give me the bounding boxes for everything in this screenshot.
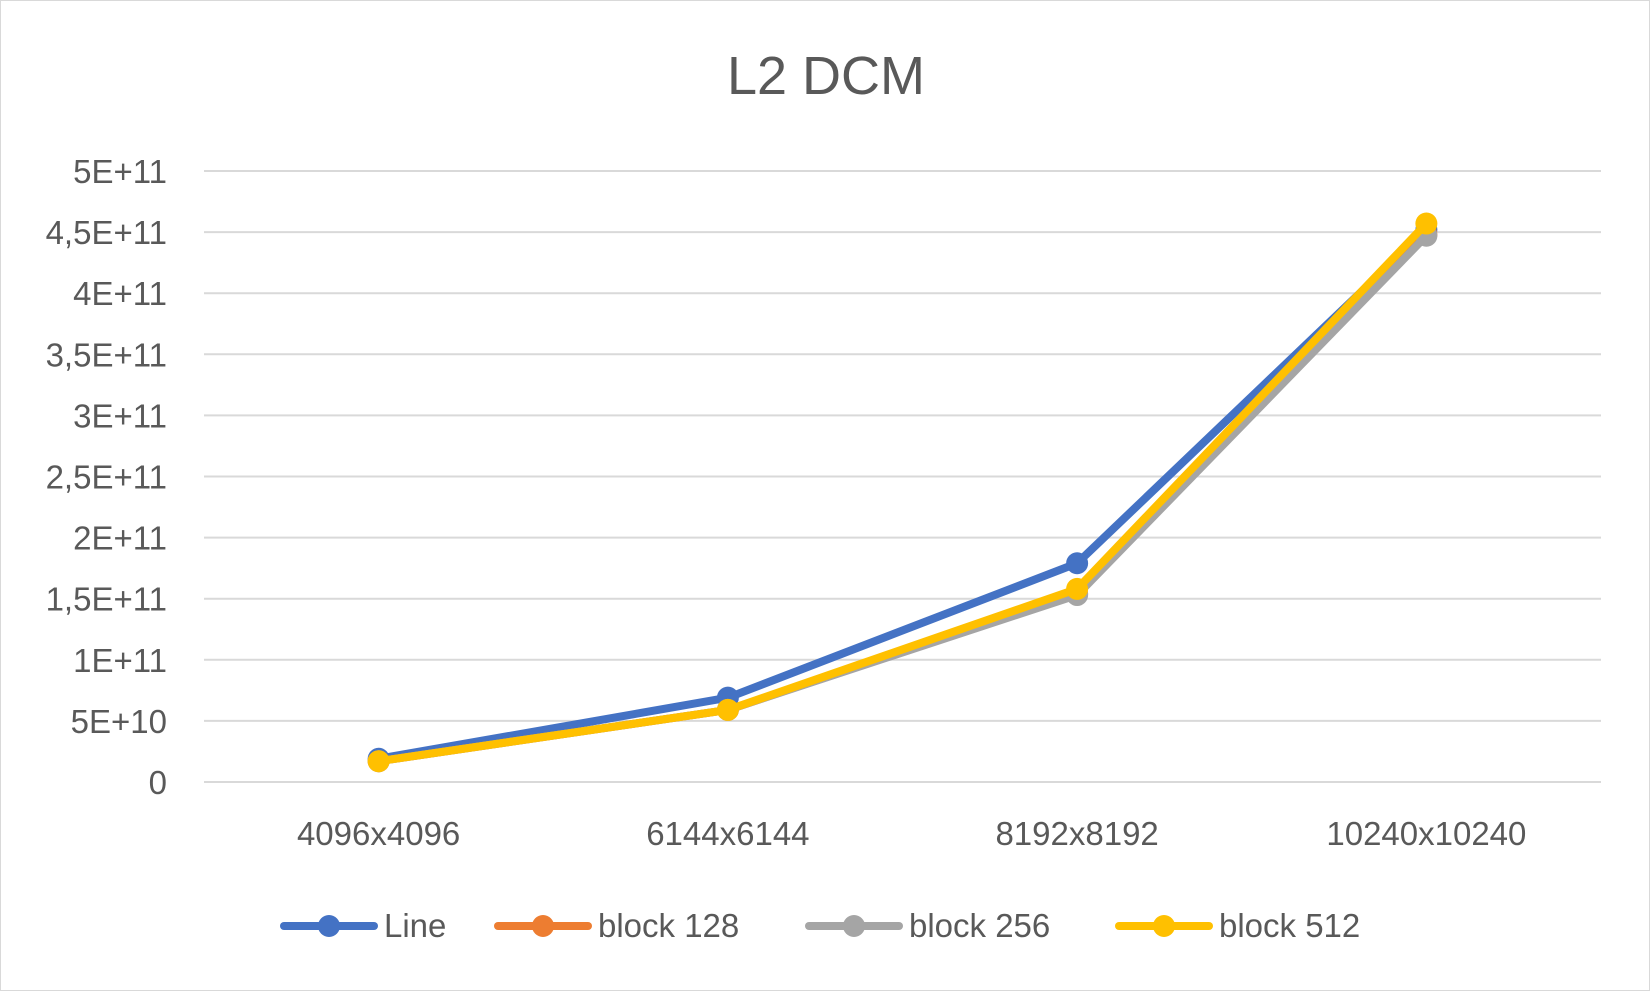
legend-entry: block 128 [494,907,739,944]
legend-swatch-marker [1153,915,1175,937]
series-line [367,218,1438,770]
series-line [374,225,1431,763]
series-line [374,230,1431,766]
data-point [1415,212,1438,235]
legend-label: block 512 [1219,907,1360,944]
y-tick-label: 2E+11 [73,520,167,557]
series-lines [367,212,1438,773]
legend-label: Line [384,907,446,944]
y-tick-label: 3E+11 [73,397,167,434]
gridlines [204,170,1601,783]
x-axis-ticks: 4096x4096 6144x6144 8192x8192 10240x10240 [297,815,1526,852]
y-tick-label: 2,5E+11 [46,459,167,496]
x-tick-label: 8192x8192 [995,815,1158,852]
chart-title: L2 DCM [727,46,925,106]
x-tick-label: 4096x4096 [297,815,460,852]
x-tick-label: 10240x10240 [1326,815,1526,852]
x-tick-label: 6144x6144 [646,815,809,852]
legend-label: block 128 [598,907,739,944]
legend-entry: Line [280,907,446,944]
legend-entry: block 512 [1115,907,1360,944]
data-point [1066,577,1089,600]
legend-swatch-marker [532,915,554,937]
data-point [1066,552,1089,575]
y-tick-label: 5E+10 [71,703,167,740]
y-tick-label: 3,5E+11 [46,336,167,373]
y-tick-label: 5E+11 [73,153,167,190]
y-tick-label: 0 [149,764,167,801]
data-point [367,750,390,773]
y-tick-label: 1,5E+11 [46,581,167,618]
series-block-256 [367,224,1438,773]
y-axis-ticks: 0 5E+10 1E+11 1,5E+11 2E+11 2,5E+11 3E+11 3,5E+… [46,153,167,801]
y-tick-label: 4E+11 [73,275,167,312]
y-tick-label: 1E+11 [73,642,167,679]
legend: Line block 128 block 256 block 512 [280,907,1360,944]
series-block-128 [367,223,1438,773]
series-block-512 [367,212,1438,773]
series-line [374,231,1431,766]
data-point [716,698,739,721]
legend-label: block 256 [909,907,1050,944]
series-line [374,219,1431,766]
legend-swatch-marker [318,915,340,937]
y-tick-label: 4,5E+11 [46,214,167,251]
legend-entry: block 256 [805,907,1050,944]
legend-swatch-marker [843,915,865,937]
